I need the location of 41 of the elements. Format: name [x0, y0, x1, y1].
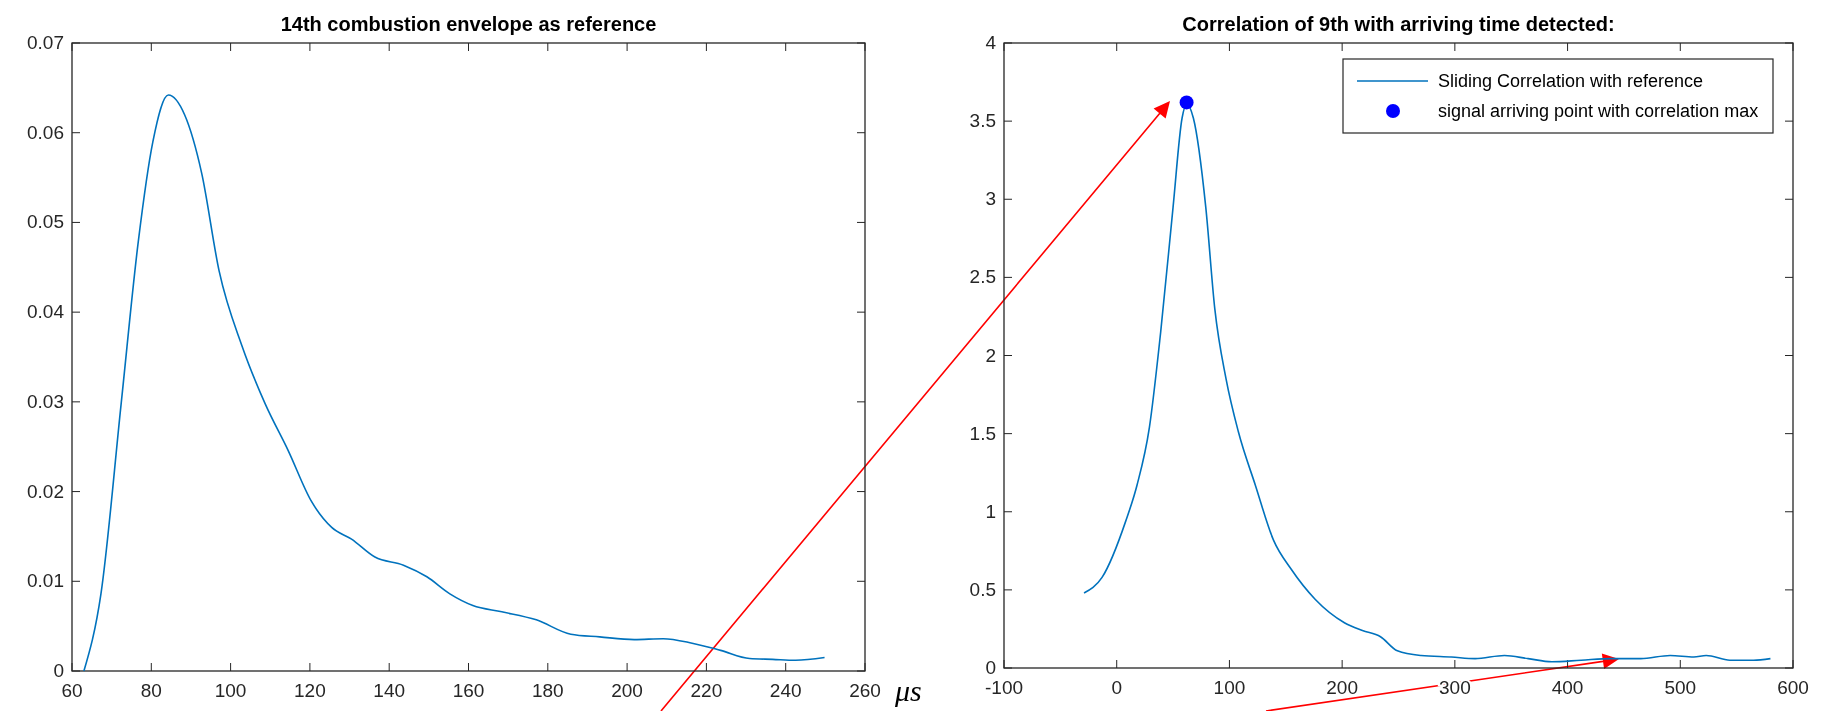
y-tick-label: 3	[985, 188, 996, 210]
y-tick-label: 0.04	[27, 301, 65, 323]
chart-title: 14th combustion envelope as reference	[280, 13, 657, 35]
x-tick-label: 160	[452, 680, 485, 701]
y-tick-label: 2.5	[969, 266, 996, 288]
y-tick-label: 1	[985, 500, 996, 522]
x-tick-label: 180	[531, 680, 564, 701]
x-tick-label: 200	[611, 680, 643, 701]
y-tick-label: 0.05	[27, 211, 64, 233]
x-tick-label: 240	[769, 680, 802, 701]
x-tick-label: 100	[214, 680, 247, 701]
y-tick-label: 0.01	[27, 570, 64, 592]
x-tick-label: 400	[1551, 677, 1584, 698]
line-series	[83, 94, 826, 672]
legend-label: Sliding Correlation with reference	[1438, 71, 1704, 91]
x-tick-label: -100	[984, 677, 1024, 698]
x-tick-label: 600	[1777, 677, 1809, 698]
x-tick-label: 140	[373, 680, 406, 701]
y-tick-label: 0.02	[27, 480, 64, 502]
y-tick-label: 3.5	[969, 110, 996, 132]
x-tick-label: 0	[1111, 677, 1122, 698]
y-tick-label: 4	[985, 32, 997, 53]
x-tick-label: 120	[294, 680, 326, 701]
x-tick-label: 60	[61, 680, 83, 701]
x-tick-label: 100	[1213, 677, 1246, 698]
x-tick-label: 500	[1664, 677, 1697, 698]
y-tick-label: 0.07	[27, 32, 64, 53]
y-tick-label: 2	[985, 344, 996, 366]
x-tick-label: 80	[140, 680, 162, 701]
y-tick-label: 0.06	[27, 121, 64, 143]
x-tick-label: 260	[849, 680, 881, 701]
chart-title: Correlation of 9th with arriving time detected:	[1182, 13, 1615, 35]
legend-label: signal arriving point with correlation max	[1438, 101, 1759, 121]
y-tick-label: 0	[53, 660, 64, 681]
x-tick-label: 200	[1326, 677, 1358, 698]
y-tick-label: 1.5	[969, 422, 996, 444]
y-tick-label: 0.03	[27, 390, 64, 412]
y-tick-label: 0	[985, 657, 996, 678]
x-tick-label: 220	[690, 680, 723, 701]
x-axis-title: μs	[894, 674, 922, 707]
y-tick-label: 0.5	[969, 578, 996, 600]
